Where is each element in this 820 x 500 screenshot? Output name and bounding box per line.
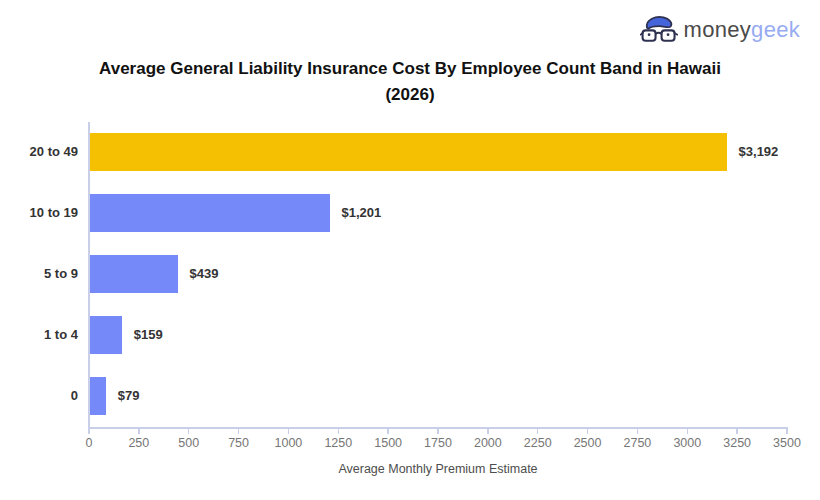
value-label: $3,192 [739,133,779,171]
bar [90,255,178,293]
moneygeek-logo: moneygeek [640,13,800,46]
x-tick-mark [786,429,788,434]
x-tick-mark [437,429,439,434]
y-axis-category-labels: 20 to 49 10 to 19 5 to 9 1 to 4 0 [0,122,78,427]
x-axis-ticks: 0250500750100012501500175020002250250027… [89,429,789,455]
category-label: 20 to 49 [30,133,78,171]
logo-money-text: money [684,17,752,42]
logo-geek-text: geek [751,17,800,42]
x-tick-mark [188,429,190,434]
category-label: 5 to 9 [44,255,78,293]
x-tick-mark [637,429,639,434]
x-tick-mark [387,429,389,434]
category-label: 10 to 19 [30,194,78,232]
bar [90,316,122,354]
x-tick-mark [587,429,589,434]
value-label: $439 [190,255,219,293]
bar [90,133,727,171]
chart-title: Average General Liability Insurance Cost… [74,56,746,107]
x-tick-mark [138,429,140,434]
bar-chart: 20 to 49 10 to 19 5 to 9 1 to 4 0 $3,192 $1,2… [0,122,820,492]
moneygeek-wordmark: moneygeek [684,17,800,43]
bar [90,377,106,415]
geek-face-icon [640,13,678,46]
x-tick-mark [88,429,90,434]
plot-area: $3,192 $1,201 $439 $159 $79 [88,122,788,429]
x-tick-mark [687,429,689,434]
x-tick-mark [736,429,738,434]
x-tick-mark [288,429,290,434]
value-label: $79 [118,377,140,415]
page: moneygeek Average General Liability Insu… [0,56,820,107]
x-tick-label: 3500 [757,436,817,450]
value-label: $159 [134,316,163,354]
x-tick-mark [238,429,240,434]
x-tick-mark [537,429,539,434]
x-tick-mark [338,429,340,434]
x-axis-title: Average Monthly Premium Estimate [88,462,788,476]
category-label: 0 [71,377,78,415]
bar [90,194,330,232]
value-label: $1,201 [342,194,382,232]
x-tick-mark [487,429,489,434]
category-label: 1 to 4 [44,316,78,354]
